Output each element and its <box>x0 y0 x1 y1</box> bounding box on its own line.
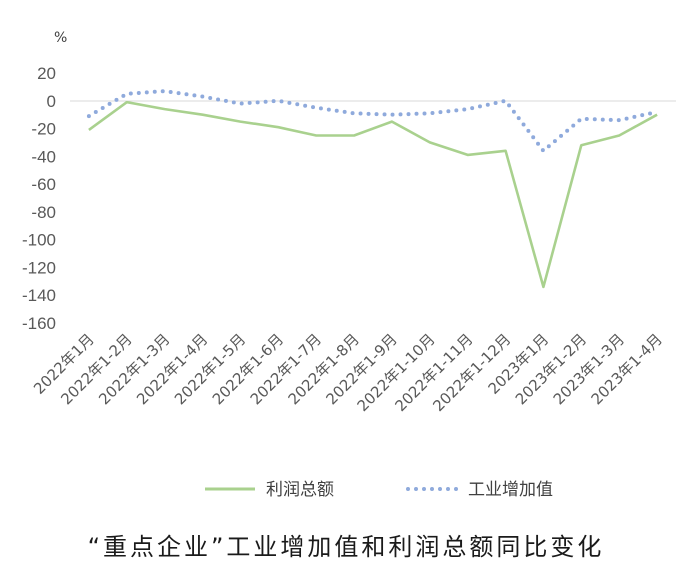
y-tick-label: -40 <box>31 147 56 166</box>
legend-label-value-added: 工业增加值 <box>468 480 553 500</box>
series-lines <box>86 89 660 289</box>
y-tick-label: -100 <box>22 231 56 250</box>
y-tick-label: -60 <box>31 175 56 194</box>
y-axis-ticks: 20 0 -20 -40 -60 -80 -100 -120 -140 -160 <box>22 64 56 333</box>
y-tick-label: -20 <box>31 120 56 139</box>
chart-title: “重点企业”工业增加值和利润总额同比变化 <box>88 533 605 561</box>
legend-label-profit: 利润总额 <box>266 480 334 500</box>
y-tick-label: -120 <box>22 258 56 277</box>
y-tick-label: 20 <box>37 64 56 83</box>
series-line-value-added <box>86 89 660 153</box>
legend: 利润总额 工业增加值 <box>205 480 553 500</box>
x-axis-ticks: 2022年1月2022年1-2月2022年1-3月2022年1-4月2022年1… <box>30 330 666 415</box>
y-tick-label: -80 <box>31 203 56 222</box>
series-line-profit <box>88 100 658 289</box>
y-tick-label: -140 <box>22 286 56 305</box>
y-tick-label: -160 <box>22 314 56 333</box>
y-tick-label: 0 <box>47 92 56 111</box>
y-axis-unit-label: % <box>54 30 67 46</box>
